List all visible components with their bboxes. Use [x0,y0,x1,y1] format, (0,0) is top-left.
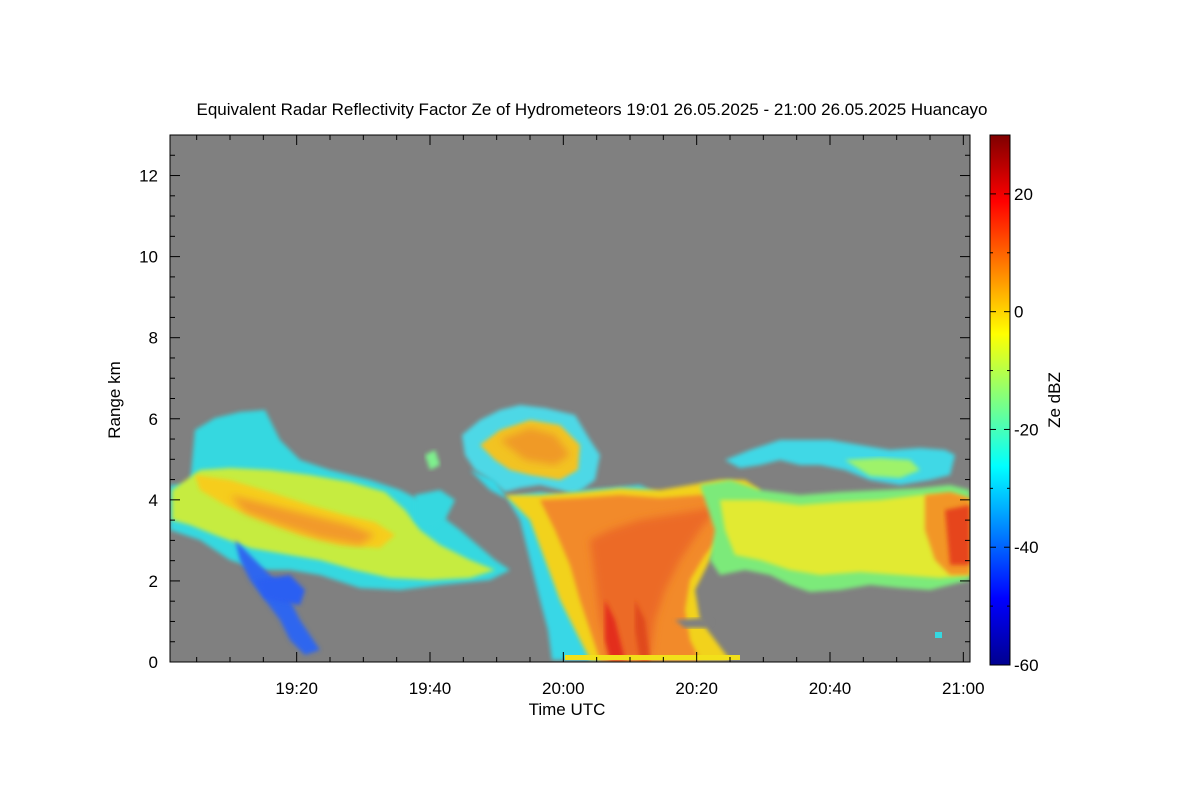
chart-title: Equivalent Radar Reflectivity Factor Ze … [197,100,988,119]
x-axis-title: Time UTC [529,700,606,719]
echo-layers [170,405,970,660]
y-axis-title: Range km [105,361,124,438]
y-tick-label: 2 [149,572,158,591]
echo-layer-center [462,405,760,660]
x-tick-label: 20:20 [675,679,718,698]
y-axis: 0 2 4 6 8 10 12 [139,134,970,672]
colorbar-ticks: 20 0 -20 -40 -60 [990,134,1039,675]
echo-layer-west [170,410,510,655]
y-tick-label: 4 [149,491,158,510]
colorbar-tick-label: -60 [1014,656,1039,675]
colorbar-tick-label: -40 [1014,538,1039,557]
x-tick-label: 20:40 [809,679,852,698]
colorbar-tick-label: -20 [1014,420,1039,439]
x-tick-label: 19:40 [409,679,452,698]
echo-layer-east [700,440,970,638]
colorbar-tick-label: 0 [1014,303,1023,322]
y-tick-label: 0 [149,653,158,672]
y-tick-label: 6 [149,410,158,429]
x-tick-label: 19:20 [275,679,318,698]
x-tick-label: 21:00 [942,679,985,698]
colorbar-label: Ze dBZ [1045,372,1064,428]
colorbar [989,134,1011,666]
y-tick-label: 12 [139,167,158,186]
colorbar-tick-label: 20 [1014,185,1033,204]
x-tick-label: 20:00 [542,679,585,698]
y-tick-label: 10 [139,248,158,267]
x-axis: 19:20 19:40 20:00 20:20 20:40 21:00 [196,135,985,698]
y-tick-label: 8 [149,329,158,348]
